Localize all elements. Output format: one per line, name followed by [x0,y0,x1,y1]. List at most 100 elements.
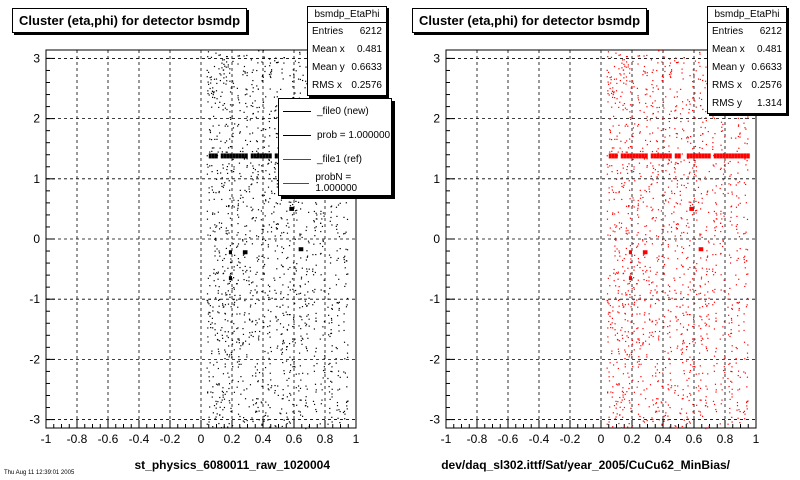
data-point [283,297,285,299]
data-point [229,146,232,148]
cluster-mark [289,206,294,211]
data-point [700,233,702,235]
data-point [657,62,659,64]
data-point [699,65,701,67]
data-point [223,257,225,260]
data-point [675,227,677,229]
data-point [339,248,341,250]
data-point [681,232,683,234]
data-point [629,91,632,93]
data-point [698,61,700,64]
data-point [642,328,644,330]
data-point [664,316,666,318]
data-point [293,73,295,75]
data-point [610,139,613,141]
data-point [280,217,282,219]
data-point [638,261,640,263]
data-point [689,371,691,373]
data-point [689,240,691,242]
data-point [609,298,611,300]
data-point [240,363,242,365]
data-point [264,414,267,417]
data-point [624,331,626,333]
data-point [283,57,286,59]
data-point [662,50,664,52]
data-point [346,218,349,221]
data-point [654,302,657,305]
data-point [242,328,244,330]
data-point [618,312,620,314]
data-point [682,343,684,345]
data-point [622,416,624,418]
data-point [239,266,241,269]
data-point [211,147,214,149]
data-point [616,332,619,334]
data-point [613,92,615,94]
data-point [330,206,332,208]
data-point [238,102,241,104]
data-point [640,175,642,178]
data-point [662,225,664,227]
data-point [670,231,673,233]
data-point [306,305,308,307]
data-point [661,423,663,425]
data-point [643,158,646,160]
data-point [276,62,278,64]
data-point [250,304,252,306]
legend-swatch [283,134,311,136]
data-point [249,292,251,294]
data-point [258,50,260,52]
data-point [636,341,638,343]
data-point [675,202,677,204]
data-point [214,138,216,141]
data-point [252,420,254,423]
data-point [658,371,661,374]
data-point [231,85,233,88]
data-point [649,119,651,121]
band-point [632,153,636,159]
data-point [609,130,611,132]
data-point [636,327,638,330]
data-point [267,419,269,421]
data-point [608,192,610,194]
data-point [692,69,694,71]
data-point [624,65,626,67]
data-point [648,343,650,345]
data-point [280,349,282,351]
data-point [681,72,683,74]
band-point [614,153,618,159]
data-point [691,214,694,216]
data-point [632,80,634,82]
data-point [251,209,253,212]
data-point [646,388,648,390]
data-point [690,142,692,144]
data-point [256,176,258,178]
data-point [670,76,672,79]
data-point [608,320,610,323]
data-point [212,125,214,127]
data-point [738,278,740,280]
data-point [288,399,290,402]
data-point [609,138,611,140]
data-point [696,219,698,221]
data-point [289,281,291,283]
data-point [667,246,670,248]
data-point [706,256,708,258]
data-point [280,88,282,90]
data-point [626,55,628,58]
legend-entry: probN = 1.000000 [279,171,391,195]
data-point [256,257,258,259]
data-point [280,413,282,415]
data-point [664,70,666,73]
data-point [243,65,246,68]
data-point [256,411,258,413]
data-point [656,235,658,237]
data-point [614,224,616,226]
data-point [213,280,215,282]
data-point [215,237,217,239]
data-point [288,342,291,345]
data-point [315,317,317,319]
data-point [274,250,276,252]
data-point [699,387,702,389]
data-point [722,212,725,214]
